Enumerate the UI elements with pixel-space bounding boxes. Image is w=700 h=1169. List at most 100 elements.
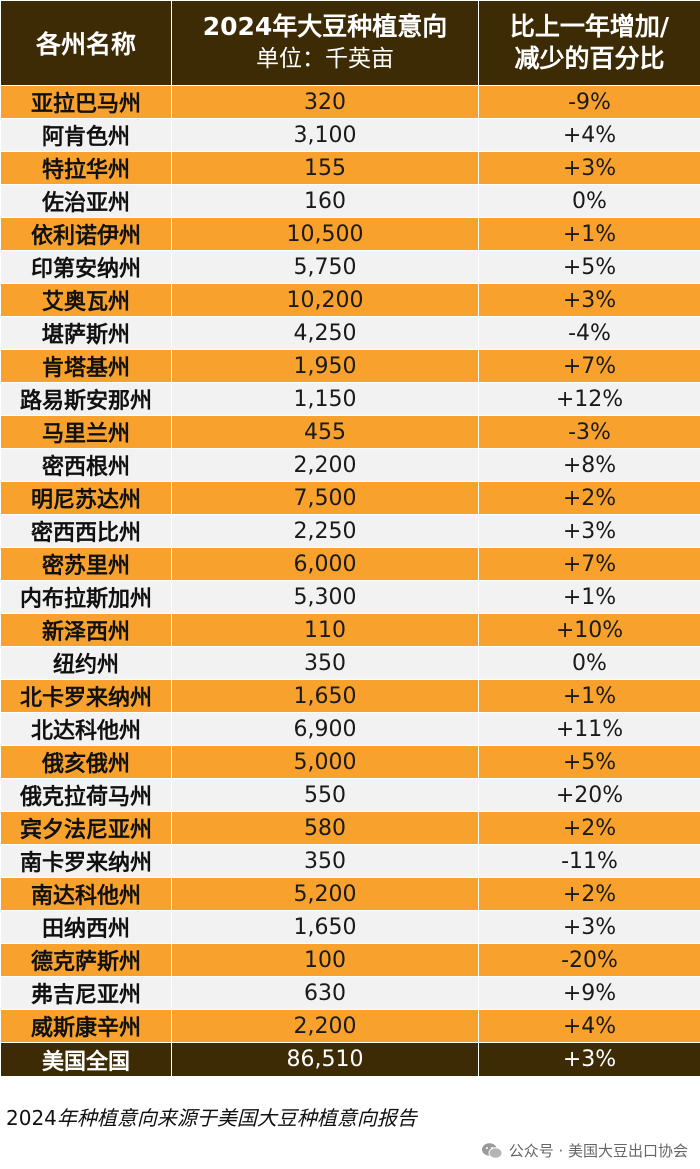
acres-cell: 350: [171, 646, 479, 680]
state-cell: 弗吉尼亚州: [0, 976, 172, 1010]
source-year: 2024: [6, 1106, 57, 1130]
change-cell: +3%: [478, 151, 700, 185]
change-cell: +4%: [478, 1009, 700, 1043]
state-cell: 俄克拉荷马州: [0, 778, 172, 812]
total-change: +3%: [478, 1042, 700, 1077]
change-cell: +20%: [478, 778, 700, 812]
header-change-line2: 减少的百分比: [514, 44, 665, 73]
change-cell: +3%: [478, 514, 700, 548]
table-row: 佐治亚州 160 0%: [0, 184, 700, 218]
table-row: 阿肯色州 3,100 +4%: [0, 118, 700, 152]
table-row: 依利诺伊州 10,500 +1%: [0, 217, 700, 251]
state-cell: 亚拉巴马州: [0, 85, 172, 119]
acres-cell: 2,250: [171, 514, 479, 548]
table-row: 内布拉斯加州 5,300 +1%: [0, 580, 700, 614]
acres-cell: 1,650: [171, 679, 479, 713]
table-row: 艾奥瓦州 10,200 +3%: [0, 283, 700, 317]
change-cell: -3%: [478, 415, 700, 449]
change-cell: +2%: [478, 811, 700, 845]
change-cell: +10%: [478, 613, 700, 647]
state-cell: 宾夕法尼亚州: [0, 811, 172, 845]
watermark: 公众号 · 美国大豆出口协会: [481, 1140, 688, 1161]
table-row: 亚拉巴马州 320 -9%: [0, 85, 700, 119]
state-cell: 南卡罗来纳州: [0, 844, 172, 878]
acres-cell: 6,000: [171, 547, 479, 581]
change-cell: +4%: [478, 118, 700, 152]
table-row: 南达科他州 5,200 +2%: [0, 877, 700, 911]
acres-cell: 4,250: [171, 316, 479, 350]
wechat-icon: [481, 1142, 503, 1160]
acres-cell: 2,200: [171, 1009, 479, 1043]
acres-cell: 1,950: [171, 349, 479, 383]
state-cell: 南达科他州: [0, 877, 172, 911]
table-row: 特拉华州 155 +3%: [0, 151, 700, 185]
table-row: 德克萨斯州 100 -20%: [0, 943, 700, 977]
watermark-text: 公众号 · 美国大豆出口协会: [508, 1142, 688, 1160]
change-cell: -11%: [478, 844, 700, 878]
acres-cell: 10,200: [171, 283, 479, 317]
source-text: 年种植意向来源于美国大豆种植意向报告: [56, 1106, 417, 1130]
header-change: 比上一年增加/ 减少的百分比: [478, 0, 700, 86]
acres-cell: 5,750: [171, 250, 479, 284]
change-cell: +1%: [478, 217, 700, 251]
state-cell: 北达科他州: [0, 712, 172, 746]
header-acres-unit: 单位：千英亩: [256, 46, 394, 72]
acres-cell: 100: [171, 943, 479, 977]
state-cell: 内布拉斯加州: [0, 580, 172, 614]
acres-cell: 1,150: [171, 382, 479, 416]
change-cell: 0%: [478, 184, 700, 218]
state-cell: 田纳西州: [0, 910, 172, 944]
total-acres: 86,510: [171, 1042, 479, 1077]
change-cell: +1%: [478, 679, 700, 713]
table-row: 北卡罗来纳州 1,650 +1%: [0, 679, 700, 713]
acres-cell: 2,200: [171, 448, 479, 482]
change-cell: +5%: [478, 745, 700, 779]
change-cell: +3%: [478, 910, 700, 944]
table-row: 密西根州 2,200 +8%: [0, 448, 700, 482]
state-cell: 马里兰州: [0, 415, 172, 449]
state-cell: 德克萨斯州: [0, 943, 172, 977]
table-row: 肯塔基州 1,950 +7%: [0, 349, 700, 383]
state-cell: 特拉华州: [0, 151, 172, 185]
table-row: 印第安纳州 5,750 +5%: [0, 250, 700, 284]
state-cell: 纽约州: [0, 646, 172, 680]
change-cell: +8%: [478, 448, 700, 482]
source-note: 2024年种植意向来源于美国大豆种植意向报告: [6, 1102, 417, 1131]
change-cell: +11%: [478, 712, 700, 746]
state-cell: 依利诺伊州: [0, 217, 172, 251]
acres-cell: 10,500: [171, 217, 479, 251]
state-cell: 密西西比州: [0, 514, 172, 548]
change-cell: +2%: [478, 877, 700, 911]
state-cell: 威斯康辛州: [0, 1009, 172, 1043]
table-row: 南卡罗来纳州 350 -11%: [0, 844, 700, 878]
header-change-line1: 比上一年增加/: [509, 12, 670, 41]
soybean-planting-table: 各州名称 2024年大豆种植意向 单位：千英亩 比上一年增加/ 减少的百分比 亚…: [0, 0, 700, 1077]
table-row: 田纳西州 1,650 +3%: [0, 910, 700, 944]
change-cell: +3%: [478, 283, 700, 317]
change-cell: +2%: [478, 481, 700, 515]
state-cell: 艾奥瓦州: [0, 283, 172, 317]
table-row: 北达科他州 6,900 +11%: [0, 712, 700, 746]
state-cell: 俄亥俄州: [0, 745, 172, 779]
acres-cell: 455: [171, 415, 479, 449]
state-cell: 新泽西州: [0, 613, 172, 647]
change-cell: -20%: [478, 943, 700, 977]
change-cell: 0%: [478, 646, 700, 680]
table-row: 弗吉尼亚州 630 +9%: [0, 976, 700, 1010]
state-cell: 密苏里州: [0, 547, 172, 581]
table-row: 路易斯安那州 1,150 +12%: [0, 382, 700, 416]
acres-cell: 5,200: [171, 877, 479, 911]
table-row: 威斯康辛州 2,200 +4%: [0, 1009, 700, 1043]
state-cell: 肯塔基州: [0, 349, 172, 383]
acres-cell: 320: [171, 85, 479, 119]
acres-cell: 110: [171, 613, 479, 647]
acres-cell: 5,300: [171, 580, 479, 614]
acres-cell: 6,900: [171, 712, 479, 746]
table-body: 亚拉巴马州 320 -9% 阿肯色州 3,100 +4% 特拉华州 155 +3% 佐治亚州 160…: [0, 85, 700, 1043]
acres-cell: 5,000: [171, 745, 479, 779]
state-cell: 印第安纳州: [0, 250, 172, 284]
total-row: 美国全国 86,510 +3%: [0, 1042, 700, 1077]
change-cell: -9%: [478, 85, 700, 119]
table-row: 堪萨斯州 4,250 -4%: [0, 316, 700, 350]
change-cell: +1%: [478, 580, 700, 614]
